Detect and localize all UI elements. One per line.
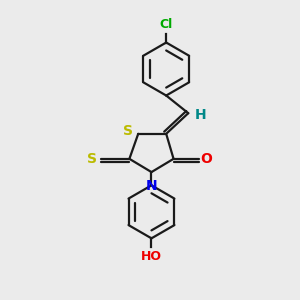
Text: N: N — [146, 178, 157, 193]
Text: H: H — [195, 108, 206, 122]
Text: S: S — [87, 152, 97, 166]
Text: HO: HO — [141, 250, 162, 262]
Text: S: S — [123, 124, 133, 138]
Text: O: O — [200, 152, 212, 166]
Text: Cl: Cl — [160, 18, 173, 31]
